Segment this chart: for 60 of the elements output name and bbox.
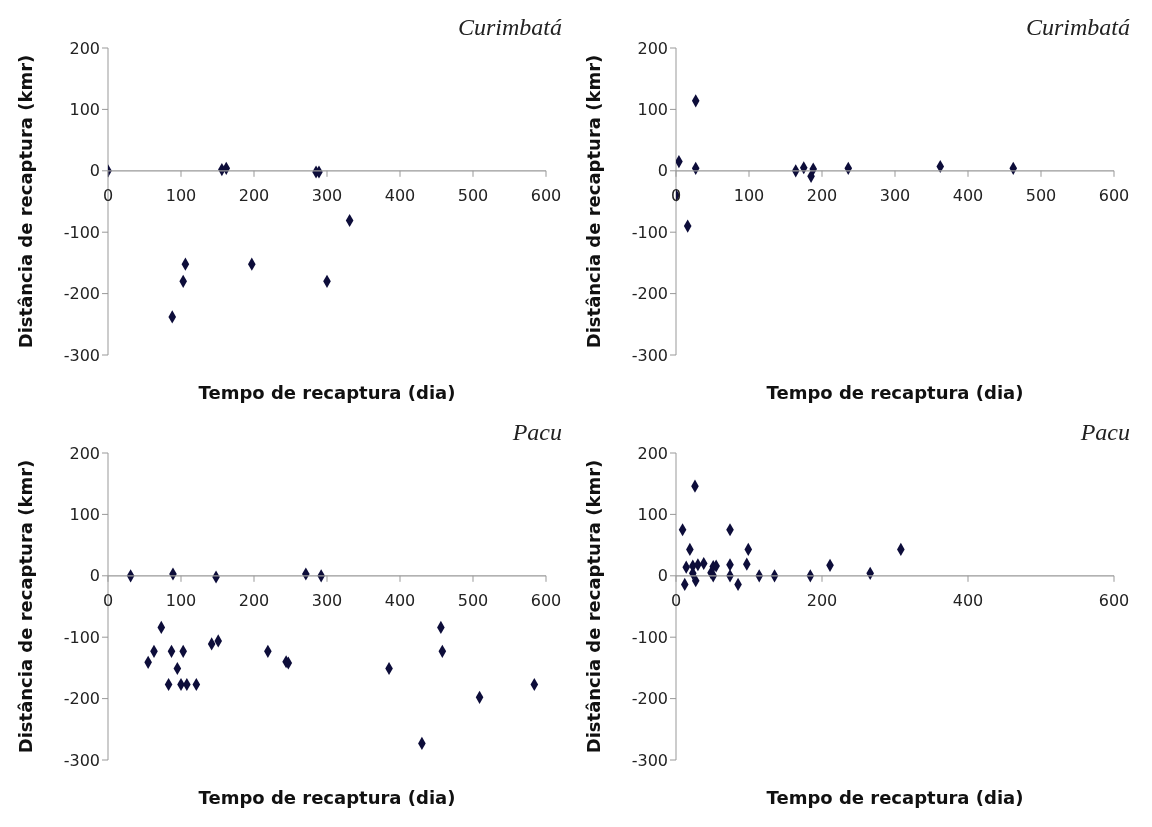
x-tick-label: 200 [806, 590, 838, 610]
y-tick-label: 0 [89, 566, 100, 586]
x-tick-label: 100 [733, 185, 765, 205]
chart-title: Curimbatá [1025, 14, 1130, 41]
y-tick-label: -200 [631, 284, 668, 304]
y-tick-label: -100 [631, 627, 668, 647]
y-tick-label: 100 [69, 505, 100, 525]
x-tick-label: 300 [311, 185, 343, 205]
y-tick-label: 0 [89, 161, 100, 181]
y-axis-title: Distância de recaptura (kmr) [15, 54, 37, 349]
x-tick-label: 600 [530, 185, 562, 205]
y-tick-label: -100 [63, 222, 100, 242]
x-axis-title: Tempo de recaptura (dia) [766, 382, 1024, 403]
x-tick-label: 200 [238, 590, 270, 610]
y-tick-label: -200 [63, 284, 100, 304]
y-tick-label: 200 [69, 443, 100, 463]
x-tick-label: 100 [165, 590, 197, 610]
y-tick-label: -300 [631, 345, 668, 365]
chart-title: Pacu [512, 419, 562, 446]
x-tick-label: 200 [806, 185, 838, 205]
x-tick-label: 300 [311, 590, 343, 610]
y-axis-title: Distância de recaptura (kmr) [15, 459, 37, 754]
x-tick-label: 500 [457, 185, 489, 205]
y-tick-label: -100 [63, 627, 100, 647]
chart-title: Pacu [1080, 419, 1130, 446]
y-tick-label: 100 [637, 505, 668, 525]
x-tick-label: 600 [1098, 185, 1130, 205]
y-tick-label: 200 [637, 443, 668, 463]
x-tick-label: 400 [384, 185, 416, 205]
x-tick-label: 300 [879, 185, 911, 205]
y-tick-label: 100 [637, 100, 668, 120]
x-tick-label: 600 [1098, 590, 1130, 610]
y-tick-label: -300 [631, 750, 668, 770]
x-tick-label: 0 [102, 185, 114, 205]
y-tick-label: -100 [631, 222, 668, 242]
chart-title: Curimbatá [457, 14, 562, 41]
y-tick-label: -200 [63, 689, 100, 709]
y-tick-label: -300 [63, 345, 100, 365]
x-tick-label: 100 [165, 185, 197, 205]
y-tick-label: 200 [69, 38, 100, 58]
x-axis-title: Tempo de recaptura (dia) [198, 787, 456, 808]
x-tick-label: 500 [457, 590, 489, 610]
x-axis-title: Tempo de recaptura (dia) [766, 787, 1024, 808]
x-tick-label: 600 [530, 590, 562, 610]
y-tick-label: 100 [69, 100, 100, 120]
x-tick-label: 0 [670, 590, 682, 610]
y-axis-title: Distância de recaptura (kmr) [583, 459, 605, 754]
x-tick-label: 400 [952, 185, 984, 205]
y-tick-label: -300 [63, 750, 100, 770]
x-tick-label: 400 [384, 590, 416, 610]
y-tick-label: 0 [657, 161, 668, 181]
x-tick-label: 400 [952, 590, 984, 610]
y-tick-label: 200 [637, 38, 668, 58]
y-tick-label: 0 [657, 566, 668, 586]
x-tick-label: 500 [1025, 185, 1057, 205]
x-axis-title: Tempo de recaptura (dia) [198, 382, 456, 403]
y-tick-label: -200 [631, 689, 668, 709]
y-axis-title: Distância de recaptura (kmr) [583, 54, 605, 349]
x-tick-label: 0 [102, 590, 114, 610]
x-tick-label: 200 [238, 185, 270, 205]
